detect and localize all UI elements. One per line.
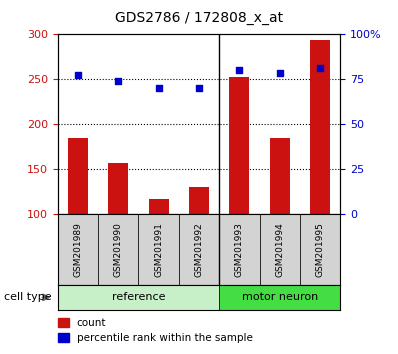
Bar (300, 214, 340, 285)
Bar (179, 214, 219, 285)
Point (75, 72, 81, 78)
Text: GSM201994: GSM201994 (275, 222, 284, 277)
Legend: count, percentile rank within the sample: count, percentile rank within the sample (55, 315, 256, 347)
Bar (139, 214, 179, 285)
Text: GSM201995: GSM201995 (316, 222, 325, 277)
Bar (98, 214, 139, 285)
Text: GSM201993: GSM201993 (235, 222, 244, 277)
Point (115, 78, 121, 84)
Text: cell type: cell type (4, 292, 52, 302)
Text: reference: reference (112, 292, 165, 302)
Bar (58, 285, 219, 310)
Bar (68, 138, 88, 214)
Bar (148, 199, 169, 214)
Bar (310, 40, 330, 214)
Point (156, 85, 162, 91)
Bar (58, 214, 98, 285)
Bar (259, 214, 300, 285)
Text: GSM201992: GSM201992 (195, 222, 203, 277)
Text: GSM201991: GSM201991 (154, 222, 163, 277)
Bar (270, 138, 290, 214)
Text: motor neuron: motor neuron (242, 292, 318, 302)
Text: GSM201989: GSM201989 (73, 222, 82, 277)
Bar (108, 163, 129, 214)
Bar (219, 285, 340, 310)
Point (317, 65, 323, 71)
Point (196, 85, 202, 91)
Point (236, 67, 242, 73)
Text: GSM201990: GSM201990 (114, 222, 123, 277)
Point (277, 70, 283, 76)
Bar (229, 77, 250, 214)
Bar (219, 214, 259, 285)
Text: GDS2786 / 172808_x_at: GDS2786 / 172808_x_at (115, 11, 283, 25)
Bar (189, 187, 209, 214)
